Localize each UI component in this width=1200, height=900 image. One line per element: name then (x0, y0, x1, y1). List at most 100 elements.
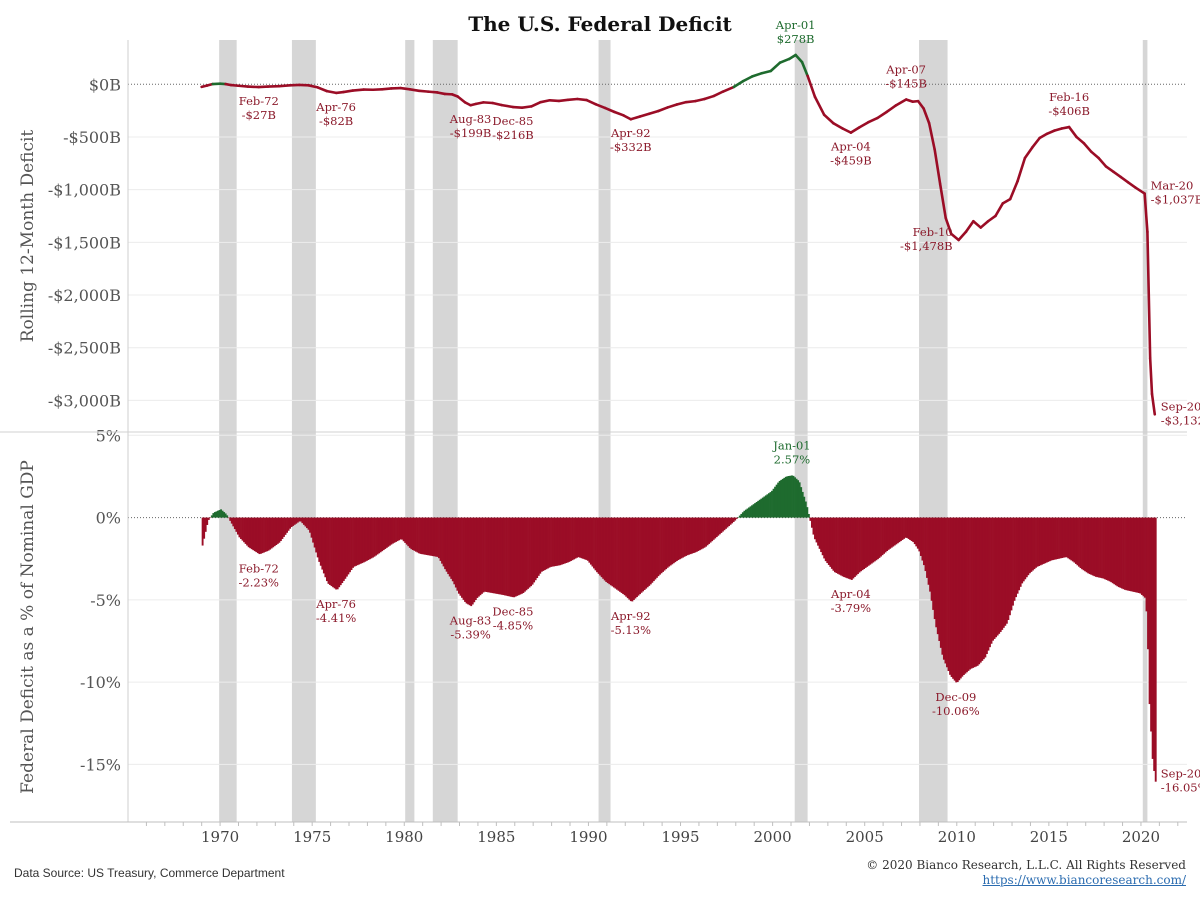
deficit-line-segment (666, 103, 679, 109)
deficit-line-segment (712, 90, 725, 98)
deficit-gdp-bar (846, 517, 849, 579)
deficit-gdp-bar (404, 517, 407, 543)
deficit-line-segment (594, 102, 607, 110)
deficit-gdp-bar (680, 517, 683, 559)
deficit-gdp-bar (336, 517, 339, 590)
deficit-gdp-bar (213, 512, 216, 518)
deficit-gdp-bar (511, 517, 514, 598)
deficit-gdp-bar (946, 517, 948, 668)
deficit-gdp-bar (381, 517, 384, 552)
deficit-line-segment (408, 88, 421, 93)
deficit-gdp-bar (841, 517, 844, 577)
annotation-value-bottom: -5.13% (611, 623, 651, 637)
deficit-gdp-bar (763, 496, 766, 518)
deficit-gdp-bar (930, 517, 933, 601)
deficit-gdp-bar (961, 517, 964, 677)
deficit-line-segment (933, 148, 942, 186)
website-link[interactable]: https://www.biancoresearch.com/ (982, 873, 1186, 887)
deficit-gdp-bar (395, 517, 397, 542)
deficit-gdp-bar (235, 517, 238, 532)
deficit-line-segment (612, 110, 625, 117)
deficit-gdp-bar (1044, 517, 1047, 564)
deficit-gdp-bar (364, 517, 367, 562)
deficit-gdp-bar (339, 517, 342, 586)
deficit-gdp-bar (840, 517, 843, 576)
deficit-gdp-bar (606, 517, 609, 584)
annotation-value-bottom: -3.79% (831, 601, 871, 615)
deficit-gdp-bar (853, 517, 856, 577)
deficit-gdp-bar (685, 517, 688, 556)
deficit-gdp-bar (729, 517, 732, 525)
deficit-gdp-bar (391, 517, 394, 544)
deficit-gdp-bar (563, 517, 566, 564)
x-tick-label: 1995 (661, 828, 699, 846)
deficit-gdp-bar (1148, 517, 1151, 705)
deficit-line-segment (849, 126, 861, 134)
deficit-line-segment (806, 74, 817, 99)
deficit-gdp-bar (649, 517, 652, 585)
deficit-line-segment (972, 219, 983, 229)
deficit-gdp-bar (867, 517, 870, 566)
deficit-line-segment (629, 115, 642, 121)
deficit-gdp-bar (1064, 517, 1067, 558)
deficit-gdp-bar (735, 517, 738, 519)
annotation-value-top: -$3,132B (1161, 413, 1200, 427)
deficit-gdp-bar (1121, 517, 1123, 589)
deficit-gdp-bar (801, 491, 804, 518)
deficit-gdp-bar (849, 517, 852, 580)
deficit-gdp-bar (929, 517, 932, 592)
deficit-gdp-bar (416, 517, 419, 553)
deficit-gdp-bar (873, 517, 876, 562)
deficit-line-segment (316, 86, 329, 93)
deficit-gdp-bar (493, 517, 496, 594)
deficit-gdp-bar (1015, 517, 1017, 598)
deficit-gdp-bar (1036, 517, 1039, 567)
deficit-gdp-bar (781, 478, 784, 518)
annotation-date-top: Feb-16 (1049, 90, 1089, 104)
deficit-gdp-bar (794, 477, 796, 518)
deficit-gdp-bar (599, 517, 602, 576)
deficit-gdp-bar (812, 517, 815, 535)
deficit-line-segment (307, 84, 319, 89)
deficit-gdp-bar (609, 517, 612, 586)
deficit-gdp-bar (272, 517, 275, 548)
deficit-gdp-bar (358, 517, 361, 565)
deficit-gdp-bar (603, 517, 606, 581)
deficit-gdp-bar (411, 517, 414, 550)
deficit-gdp-bar (221, 510, 224, 518)
deficit-gdp-bar (344, 517, 347, 579)
deficit-gdp-bar (718, 517, 721, 535)
y-tick-label-bottom: -5% (90, 591, 121, 610)
deficit-gdp-bar (1038, 517, 1041, 566)
deficit-gdp-bar-series (201, 475, 1157, 782)
deficit-gdp-bar (1062, 517, 1065, 558)
deficit-gdp-bar (226, 515, 229, 518)
deficit-gdp-bar (283, 517, 285, 537)
deficit-gdp-bar (939, 517, 942, 648)
deficit-gdp-bar (232, 517, 235, 527)
deficit-gdp-bar (614, 517, 617, 589)
deficit-gdp-bar (410, 517, 413, 550)
deficit-gdp-bar (436, 517, 439, 557)
deficit-gdp-bar (207, 517, 210, 520)
deficit-gdp-bar (1090, 517, 1093, 575)
deficit-gdp-bar (290, 517, 293, 528)
annotation-value-bottom: -4.41% (316, 611, 356, 625)
deficit-gdp-bar (1008, 517, 1011, 616)
deficit-line-segment (539, 98, 552, 104)
deficit-gdp-bar (830, 517, 833, 569)
deficit-gdp-bar (1154, 517, 1157, 782)
x-tick-label: 1990 (569, 828, 607, 846)
y-tick-label-bottom: -15% (80, 755, 121, 774)
deficit-gdp-bar (431, 517, 434, 557)
deficit-gdp-bar (671, 517, 674, 565)
deficit-gdp-bar (728, 517, 730, 527)
deficit-gdp-bar (738, 515, 741, 518)
deficit-gdp-bar (950, 517, 953, 677)
deficit-gdp-bar (941, 517, 944, 655)
deficit-gdp-bar (732, 517, 735, 522)
deficit-line-segment (964, 219, 975, 234)
deficit-gdp-bar (895, 517, 898, 545)
deficit-line-segment (500, 103, 515, 109)
deficit-line-segment (1104, 165, 1115, 174)
